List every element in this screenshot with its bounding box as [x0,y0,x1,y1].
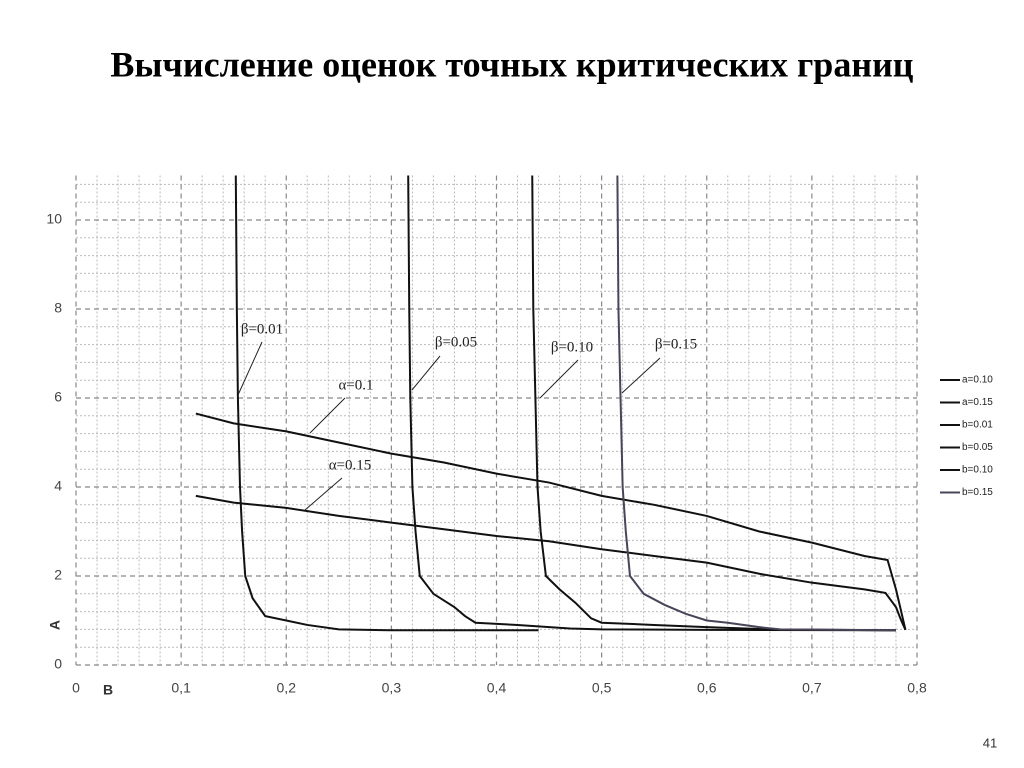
series-line [407,175,896,632]
x-tick-label: 0,5 [592,680,612,696]
x-tick-label: 0 [72,680,80,696]
annotation-leader [411,355,441,391]
annotation-leader [621,357,661,394]
y-tick-label: 2 [54,567,62,583]
series-line [195,494,907,631]
legend-label: b=0.15 [962,487,993,498]
y-tick-label: 8 [54,300,62,316]
x-tick-label: 0,2 [277,680,297,696]
y-tick-label: 6 [54,389,62,405]
x-tick-label: 0,1 [171,680,191,696]
annotation: β=0.15 [655,336,697,352]
series-line [531,175,896,632]
x-tick-label: 0,8 [907,680,927,696]
series-line [616,175,896,632]
slide-title: Вычисление оценок точных критических гра… [110,44,913,84]
legend-label: a=0.15 [962,397,993,408]
series-line [234,175,539,632]
x-axis-label: B [103,682,113,698]
x-tick-label: 0,4 [487,680,507,696]
legend-label: a=0.10 [962,375,993,386]
x-tick-label: 0,7 [802,680,822,696]
annotation-leader [539,359,579,399]
x-tick-label: 0,3 [382,680,402,696]
annotation-leader [304,477,343,511]
page-number: 41 [983,735,997,750]
y-tick-label: 0 [54,656,62,672]
annotation: β=0.05 [435,334,477,350]
annotation: α=0.1 [338,377,373,393]
y-tick-label: 4 [54,478,62,494]
legend-label: b=0.10 [962,465,993,476]
annotation: α=0.15 [329,457,372,473]
annotation-leader [237,341,263,396]
legend-label: b=0.05 [962,442,993,453]
series-line [195,412,907,631]
annotation: β=0.01 [241,321,283,337]
y-tick-label: 10 [46,211,62,227]
y-axis-label: A [47,620,63,630]
x-tick-label: 0,6 [697,680,717,696]
annotation: β=0.10 [551,339,593,355]
legend-label: b=0.01 [962,420,993,431]
annotation-leader [309,397,346,434]
